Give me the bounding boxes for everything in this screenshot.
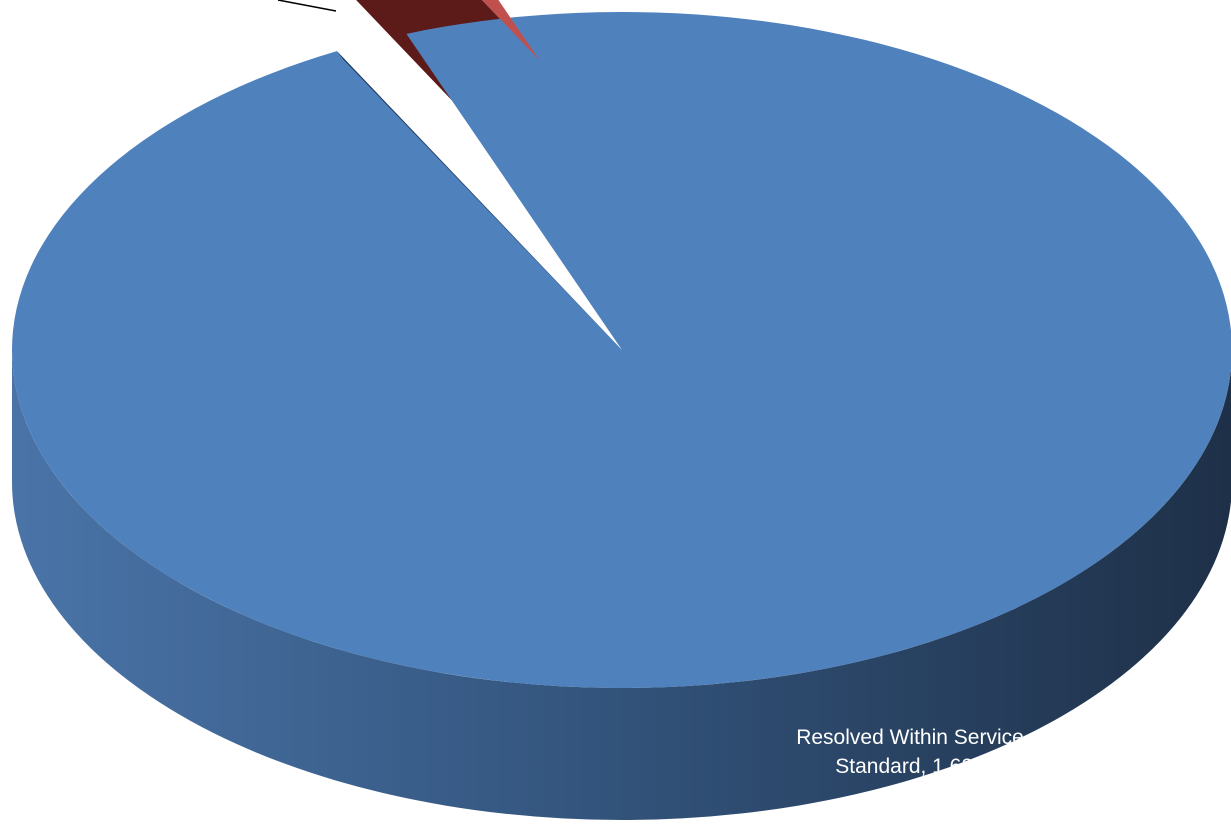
leader-line [277, 0, 337, 12]
data-label-line-2: Standard, 1,626 [835, 755, 985, 778]
data-label-resolved: Resolved Within Service Standard, 1,626 [760, 723, 1060, 781]
pie-slice-resolved-within-service-standard [12, 12, 1231, 688]
pie-top-faces [12, 0, 1231, 688]
pie-slice-slice-1 [482, 0, 540, 61]
data-label-line-1: Resolved Within Service [796, 726, 1024, 749]
pie-slice-cut-edge [336, 51, 622, 350]
pie-slice-side-resolved-within-service-standard [12, 350, 1231, 820]
